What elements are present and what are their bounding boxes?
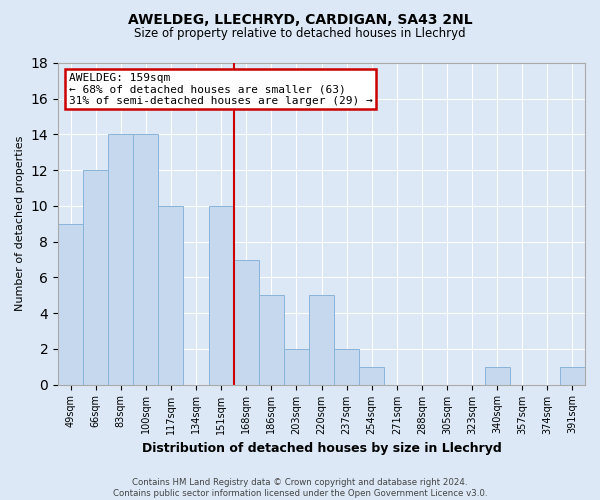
Bar <box>58 224 83 384</box>
Bar <box>359 366 384 384</box>
Bar <box>133 134 158 384</box>
X-axis label: Distribution of detached houses by size in Llechryd: Distribution of detached houses by size … <box>142 442 502 455</box>
Y-axis label: Number of detached properties: Number of detached properties <box>15 136 25 312</box>
Bar <box>209 206 233 384</box>
Bar <box>284 349 309 384</box>
Text: AWELDEG: 159sqm
← 68% of detached houses are smaller (63)
31% of semi-detached h: AWELDEG: 159sqm ← 68% of detached houses… <box>68 72 373 106</box>
Bar <box>83 170 108 384</box>
Text: AWELDEG, LLECHRYD, CARDIGAN, SA43 2NL: AWELDEG, LLECHRYD, CARDIGAN, SA43 2NL <box>128 12 472 26</box>
Bar <box>309 295 334 384</box>
Text: Contains HM Land Registry data © Crown copyright and database right 2024.
Contai: Contains HM Land Registry data © Crown c… <box>113 478 487 498</box>
Bar <box>334 349 359 384</box>
Bar <box>233 260 259 384</box>
Bar <box>560 366 585 384</box>
Bar <box>158 206 184 384</box>
Text: Size of property relative to detached houses in Llechryd: Size of property relative to detached ho… <box>134 28 466 40</box>
Bar <box>259 295 284 384</box>
Bar <box>485 366 510 384</box>
Bar <box>108 134 133 384</box>
